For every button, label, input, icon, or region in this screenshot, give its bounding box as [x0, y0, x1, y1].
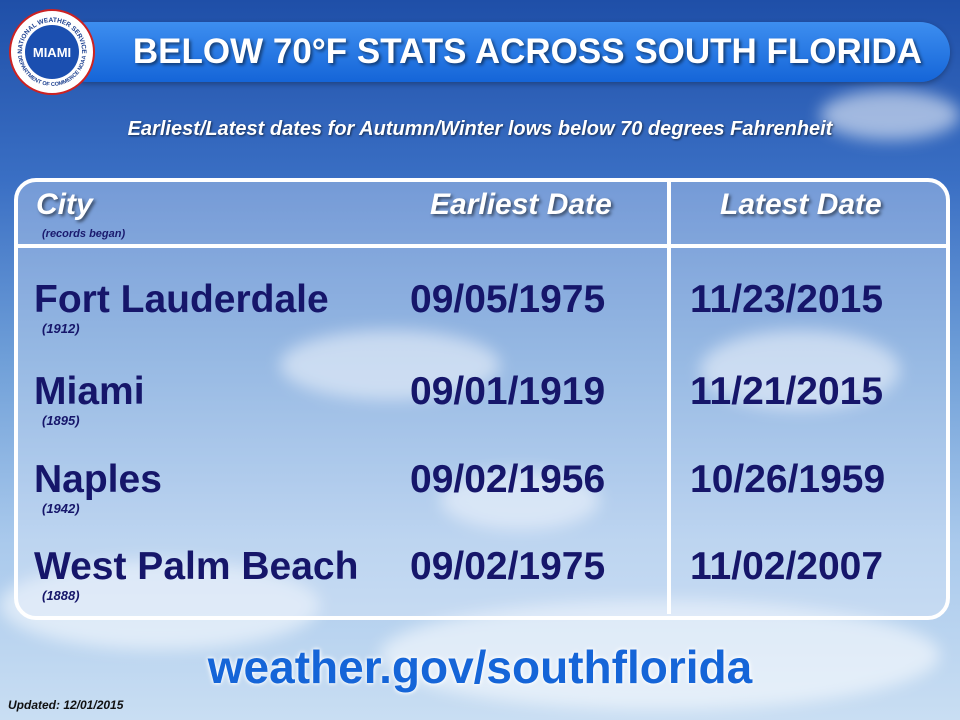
- footer-url: weather.gov/southflorida: [207, 641, 753, 693]
- earliest-date: 09/05/1975: [410, 278, 606, 321]
- column-divider: [667, 180, 671, 614]
- table-frame: [14, 178, 950, 620]
- cloud: [280, 330, 500, 400]
- city: Fort Lauderdale: [34, 278, 329, 321]
- updated-date: Updated: 12/01/2015: [8, 698, 124, 712]
- title-banner: [58, 22, 950, 82]
- logo-center: MIAMI: [33, 45, 71, 60]
- cloud: [700, 330, 900, 410]
- title: BELOW 70°F STATS ACROSS SOUTH FLORIDA: [132, 32, 923, 71]
- city: Naples: [34, 458, 162, 501]
- latest-date: 11/23/2015: [690, 278, 884, 321]
- earliest-date: 09/01/1919: [410, 370, 606, 413]
- earliest-date: 09/02/1956: [410, 458, 606, 501]
- records-began: (1895): [42, 413, 80, 428]
- logo-disc: [25, 25, 79, 79]
- cloud: [440, 470, 600, 530]
- earliest-date: 09/02/1975: [410, 545, 606, 588]
- latest-date: 11/02/2007: [690, 545, 884, 588]
- cloud: [820, 90, 960, 140]
- column-header: Earliest Date: [430, 188, 612, 221]
- latest-date: 11/21/2015: [690, 370, 884, 413]
- latest-date: 10/26/1959: [690, 458, 886, 501]
- records-began: (1942): [42, 501, 80, 516]
- records-began: (1912): [42, 321, 80, 336]
- logo: NATIONAL WEATHER SERVICE DEPARTMENT OF C…: [9, 9, 95, 95]
- subtitle: Earliest/Latest dates for Autumn/Winter …: [127, 118, 833, 140]
- column-header: Latest Date: [720, 188, 882, 221]
- cloud: [0, 560, 320, 650]
- header-divider: [14, 244, 946, 248]
- column-note: (records began): [42, 228, 126, 240]
- city: West Palm Beach: [34, 545, 359, 588]
- city: Miami: [34, 370, 145, 413]
- column-header: City: [36, 188, 93, 221]
- records-began: (1888): [42, 588, 80, 603]
